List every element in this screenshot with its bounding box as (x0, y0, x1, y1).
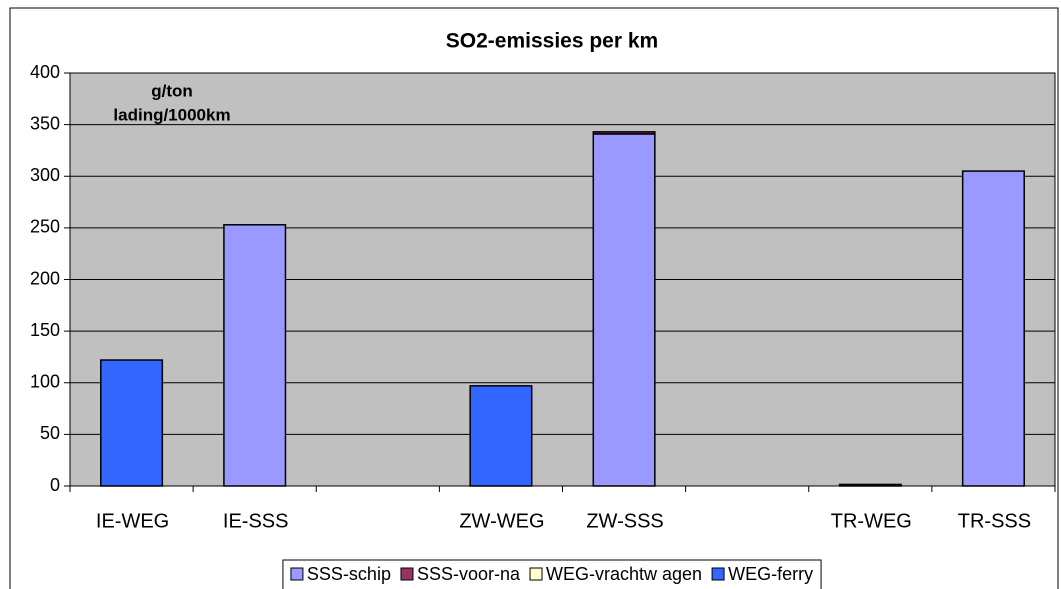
legend-swatch (400, 567, 414, 581)
legend: SSS-schip SSS-voor-na WEG-vrachtw agen WEG-… (282, 559, 822, 589)
legend-label: SSS-schip (307, 564, 391, 584)
y-tick-label: 250 (30, 217, 60, 237)
axis-unit-label: g/ton (151, 81, 193, 100)
y-tick-label: 100 (30, 372, 60, 392)
legend-swatch (711, 567, 725, 581)
y-tick-label: 0 (50, 475, 60, 495)
axis-unit-label: lading/1000km (113, 105, 230, 124)
x-tick-label: ZW-SSS (586, 510, 663, 532)
bar-segment (223, 224, 287, 487)
legend-box (282, 559, 822, 589)
y-tick-label: 300 (30, 165, 60, 185)
bar-segment (100, 359, 164, 487)
y-tick-label: 350 (30, 113, 60, 133)
legend-label: WEG-ferry (728, 564, 813, 584)
bar-segment (592, 131, 656, 135)
x-tick-label: IE-SSS (223, 510, 289, 532)
bar-segment (592, 133, 656, 487)
y-tick-label: 150 (30, 320, 60, 340)
bar-segment (961, 170, 1025, 487)
x-tick-label: TR-WEG (831, 510, 912, 532)
y-tick-label: 400 (30, 62, 60, 82)
x-tick-label: TR-SSS (958, 510, 1031, 532)
y-tick-label: 200 (30, 268, 60, 288)
chart-title: SO2-emissies per km (446, 30, 658, 53)
legend-label: SSS-voor-na (417, 564, 521, 584)
x-tick-label: ZW-WEG (459, 510, 544, 532)
legend-swatch (529, 567, 543, 581)
legend-label: WEG-vrachtw agen (546, 564, 702, 584)
legend-swatch (290, 567, 304, 581)
y-tick-label: 50 (40, 423, 60, 443)
bar-segment (838, 483, 902, 487)
bar-segment (469, 385, 533, 487)
x-tick-label: IE-WEG (96, 510, 169, 532)
